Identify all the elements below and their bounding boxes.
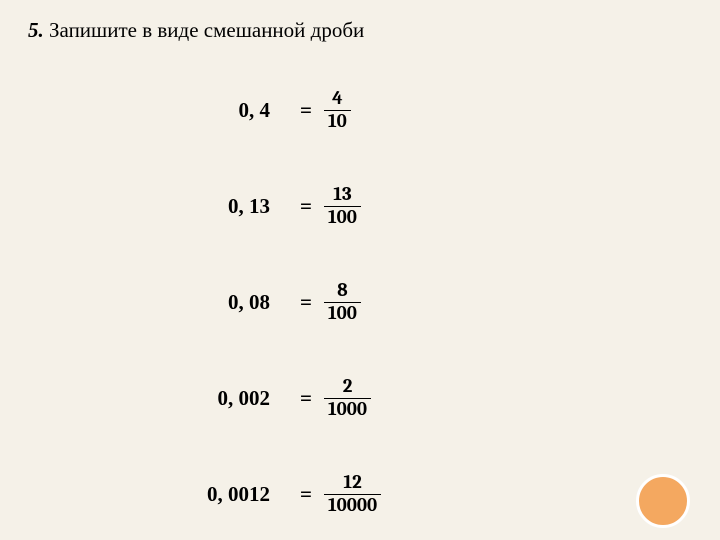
denominator: 100 xyxy=(324,206,361,228)
denominator: 1000 xyxy=(324,398,371,420)
numerator: 12 xyxy=(339,473,365,494)
fraction: 4 10 xyxy=(324,89,351,132)
numerator: 4 xyxy=(328,89,347,110)
fraction: 13 100 xyxy=(324,185,361,228)
equals-sign: = xyxy=(300,482,312,507)
equals-sign: = xyxy=(300,194,312,219)
decimal-value: 0, 0012 xyxy=(0,482,300,507)
denominator: 100 xyxy=(324,302,361,324)
equation-row: 0, 4 = 4 10 xyxy=(0,83,720,137)
equals-sign: = xyxy=(300,290,312,315)
equals-sign: = xyxy=(300,386,312,411)
decimal-value: 0, 13 xyxy=(0,194,300,219)
denominator: 10000 xyxy=(324,494,381,516)
numerator: 13 xyxy=(329,185,355,206)
equation-list: 0, 4 = 4 10 0, 13 = 13 100 0, 08 = 8 100… xyxy=(0,83,720,521)
equals-sign: = xyxy=(300,98,312,123)
numerator: 8 xyxy=(333,281,352,302)
equation-row: 0, 08 = 8 100 xyxy=(0,275,720,329)
decimal-value: 0, 002 xyxy=(0,386,300,411)
fraction: 2 1000 xyxy=(324,377,371,420)
decorative-circle-icon xyxy=(636,474,690,528)
task-number: 5. xyxy=(28,18,44,42)
decimal-value: 0, 4 xyxy=(0,98,300,123)
fraction: 8 100 xyxy=(324,281,361,324)
equation-row: 0, 13 = 13 100 xyxy=(0,179,720,233)
numerator: 2 xyxy=(339,377,357,398)
equation-row: 0, 002 = 2 1000 xyxy=(0,371,720,425)
equation-row: 0, 0012 = 12 10000 xyxy=(0,467,720,521)
denominator: 10 xyxy=(324,110,351,132)
task-text: Запишите в виде смешанной дроби xyxy=(49,18,364,42)
fraction: 12 10000 xyxy=(324,473,381,516)
decimal-value: 0, 08 xyxy=(0,290,300,315)
page-title: 5. Запишите в виде смешанной дроби xyxy=(0,0,720,43)
